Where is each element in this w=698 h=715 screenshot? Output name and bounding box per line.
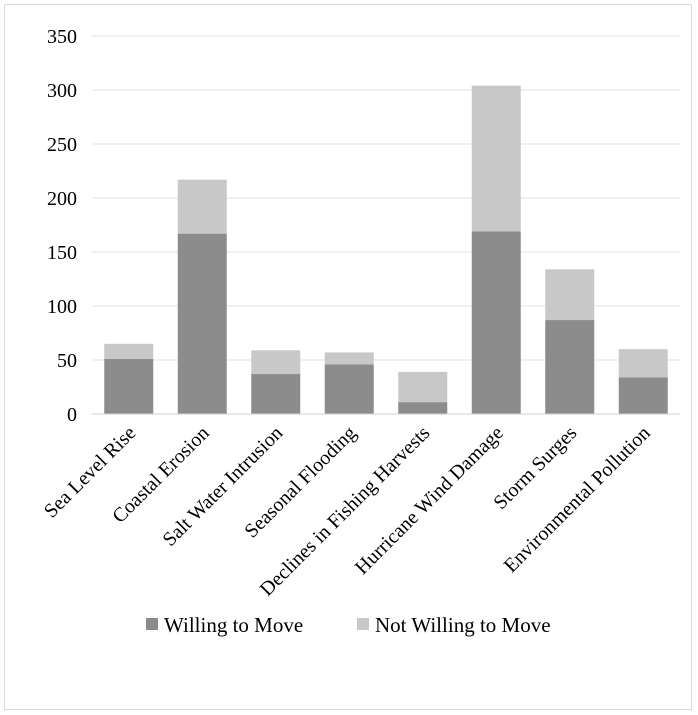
y-tick-label: 150 [47,242,77,264]
legend-label: Not Willing to Move [375,613,551,637]
legend-label: Willing to Move [164,613,303,637]
y-tick-label: 200 [47,188,77,210]
bar-willing-to-move [251,374,301,414]
bar-willing-to-move [398,402,448,414]
y-tick-label: 50 [57,350,77,372]
bar-willing-to-move [324,364,374,414]
bar-not-willing-to-move [618,349,668,378]
y-tick-label: 0 [67,404,77,426]
bar-not-willing-to-move [324,352,374,365]
legend-swatch [146,618,158,630]
bar-not-willing-to-move [177,179,227,234]
bar-willing-to-move [545,320,595,414]
legend: Willing to Move Not Willing to Move [146,613,551,637]
bar-not-willing-to-move [545,269,595,321]
y-tick-label: 300 [47,80,77,102]
y-axis: 0 50 100 150 200 250 300 350 [47,26,77,426]
bar-willing-to-move [471,231,521,414]
legend-swatch [357,618,369,630]
bars [104,85,668,414]
bar-not-willing-to-move [251,350,301,375]
x-tick-label: Environmental Pollution [500,422,655,577]
y-tick-label: 350 [47,26,77,48]
bar-willing-to-move [177,233,227,414]
y-tick-label: 100 [47,296,77,318]
bar-not-willing-to-move [471,85,521,232]
bar-not-willing-to-move [104,343,154,359]
y-tick-label: 250 [47,134,77,156]
bar-willing-to-move [104,358,154,414]
bar-willing-to-move [618,377,668,414]
bar-not-willing-to-move [398,371,448,403]
x-tick-label: Hurricane Wind Damage [351,422,508,579]
